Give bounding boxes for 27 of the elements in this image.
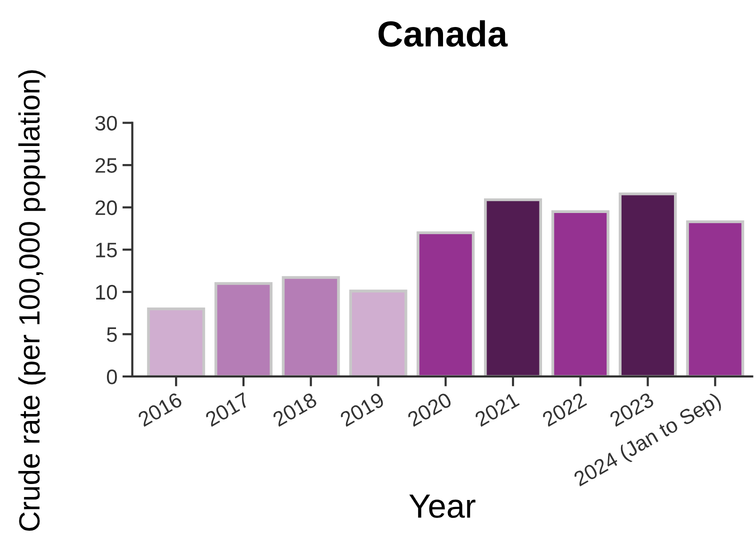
x-tick-label: 2023: [608, 392, 655, 427]
y-tick-label: 30: [95, 116, 117, 131]
y-tick-label: 15: [96, 242, 117, 258]
x-tick-label: 2017: [204, 392, 250, 427]
bar: [214, 282, 272, 376]
x-tick-label: 2018: [272, 392, 318, 427]
y-tick-label: 20: [96, 200, 117, 216]
x-tick-label: 2022: [541, 392, 588, 427]
x-tick-label: 2020: [406, 392, 453, 427]
bar: [618, 192, 677, 376]
chart-title: Canada: [378, 20, 508, 47]
x-tick-label: 2021: [474, 392, 520, 427]
bar: [282, 276, 340, 376]
bar: [686, 220, 744, 376]
bar: [416, 231, 475, 376]
y-tick-label: 25: [96, 158, 117, 173]
y-axis-title: Crude rate (per 100,000 population): [18, 70, 46, 531]
x-tick-label: 2019: [339, 392, 386, 427]
bar: [484, 198, 542, 376]
bar: [551, 210, 610, 376]
bar: [147, 307, 206, 376]
bar: [349, 290, 408, 376]
x-tick-label: 2016: [137, 392, 183, 427]
y-tick-label: 5: [106, 327, 117, 342]
y-tick-label: 10: [96, 284, 117, 300]
x-axis-title: Year: [409, 494, 476, 518]
y-tick-label: 0: [106, 369, 117, 384]
